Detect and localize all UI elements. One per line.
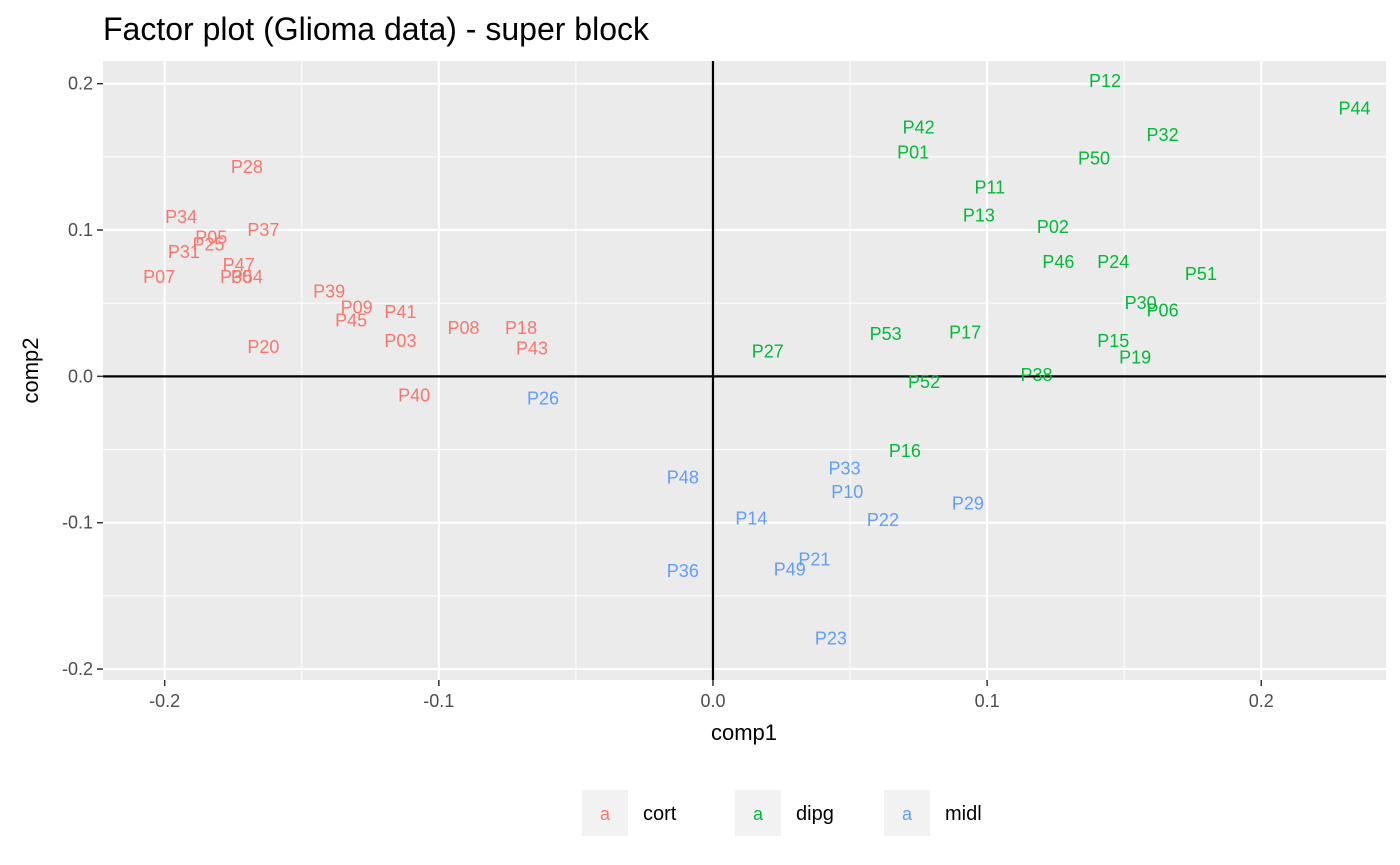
point-label-cort: P39 [313,281,345,301]
point-label-cort: P34 [165,207,197,227]
x-axis-title: comp1 [711,720,777,745]
point-label-cort: P07 [143,267,175,287]
legend-label-cort: cort [643,803,677,825]
point-label-cort: P40 [398,385,430,405]
point-label-dipg: P17 [949,322,981,342]
minor-gridlines [103,61,1386,680]
legend-key-dipg [735,790,781,836]
point-label-midl: P22 [867,510,899,530]
point-label-midl: P29 [952,494,984,514]
legend-label-midl: midl [945,803,982,825]
point-label-dipg: P12 [1089,71,1121,91]
legend-key-glyph: a [753,804,764,824]
point-label-dipg: P02 [1037,217,1069,237]
point-label-midl: P21 [798,549,830,569]
x-axis: -0.2 -0.1 0.0 0.1 0.2 [149,680,1274,711]
x-tick-label: 0.1 [975,691,1000,711]
y-tick-label: -0.2 [62,659,93,679]
point-label-cort: P30 [220,267,252,287]
point-label-dipg: P19 [1119,347,1151,367]
point-label-dipg: P30 [1125,293,1157,313]
y-tick-label: 0.2 [68,74,93,94]
y-tick-label: 0.1 [68,220,93,240]
reference-lines [103,61,1386,680]
point-label-midl: P26 [527,388,559,408]
point-label-midl: P48 [667,467,699,487]
point-label-cort: P54 [231,267,263,287]
legend-key-midl [884,790,930,836]
legend-key-cort [582,790,628,836]
legend: a cort a dipg a midl [582,790,982,836]
y-tick-label: -0.1 [62,513,93,533]
point-label-cort: P25 [193,235,225,255]
y-tick-label: 0.0 [68,366,93,386]
y-axis: -0.2 -0.1 0.0 0.1 0.2 [62,74,103,679]
point-label-dipg: P06 [1147,301,1179,321]
y-axis-title: comp2 [18,337,43,403]
point-label-cort: P03 [384,331,416,351]
point-label-cort: P05 [195,227,227,247]
legend-label-dipg: dipg [796,803,834,825]
point-label-cort: P20 [247,337,279,357]
point-label-dipg: P01 [897,142,929,162]
point-label-cort: P31 [168,242,200,262]
point-label-cort: P08 [447,318,479,338]
point-label-midl: P36 [667,561,699,581]
point-label-dipg: P11 [975,178,1006,198]
point-label-dipg: P13 [963,205,995,225]
legend-key-glyph: a [902,804,913,824]
point-label-dipg: P50 [1078,148,1110,168]
point-label-dipg: P53 [870,324,902,344]
point-label-cort: P45 [335,311,367,331]
point-label-dipg: P15 [1097,331,1129,351]
point-label-cort: P18 [505,318,537,338]
point-label-cort: P37 [247,220,279,240]
x-tick-label: 0.0 [700,691,725,711]
point-label-dipg: P42 [903,118,935,138]
point-label-dipg: P52 [908,372,940,392]
point-label-dipg: P24 [1097,252,1129,272]
point-label-midl: P33 [829,459,861,479]
chart-title: Factor plot (Glioma data) - super block [103,11,650,47]
point-label-midl: P14 [735,508,767,528]
x-tick-label: -0.1 [423,691,454,711]
point-label-cort: P43 [516,339,548,359]
point-label-dipg: P16 [889,441,921,461]
point-label-midl: P23 [815,628,847,648]
legend-key-glyph: a [600,804,611,824]
x-tick-label: 0.2 [1249,691,1274,711]
point-label-dipg: P27 [752,341,784,361]
point-label-midl: P10 [831,482,863,502]
point-label-cort: P09 [341,298,373,318]
point-label-dipg: P38 [1020,365,1052,385]
point-label-dipg: P51 [1185,264,1217,284]
point-label-dipg: P44 [1338,99,1370,119]
point-label-cort: P47 [223,255,255,275]
point-label-cort: P41 [384,302,416,322]
point-label-cort: P28 [231,157,263,177]
plot-panel [103,61,1386,680]
point-label-midl: P49 [774,560,806,580]
point-label-dipg: P46 [1042,252,1074,272]
point-label-dipg: P32 [1147,125,1179,145]
x-tick-label: -0.2 [149,691,180,711]
